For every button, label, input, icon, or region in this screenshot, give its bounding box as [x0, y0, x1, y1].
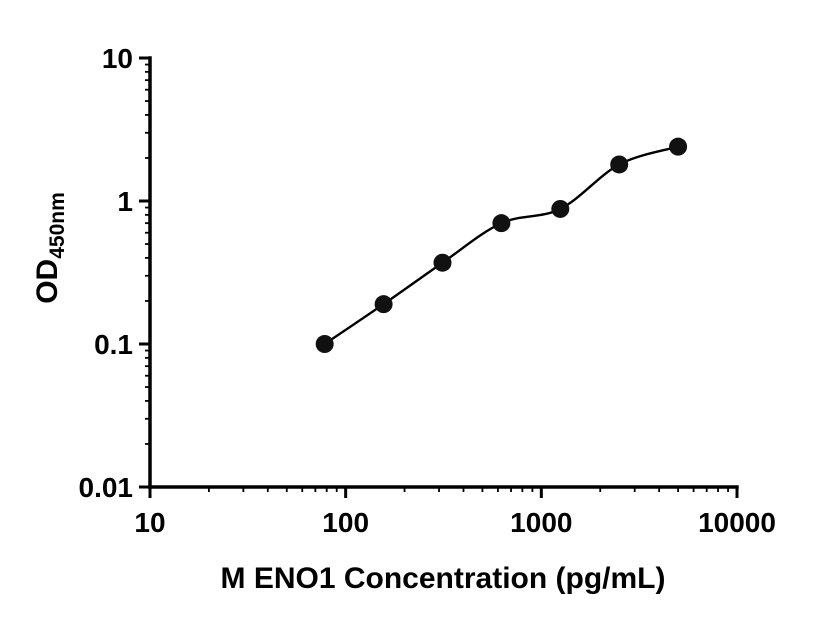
- data-point: [610, 155, 629, 174]
- x-tick-label: 100: [322, 507, 369, 538]
- x-axis-title: M ENO1 Concentration (pg/mL): [221, 562, 666, 595]
- y-axis-title: OD450nm: [31, 192, 69, 304]
- data-point: [492, 214, 511, 233]
- data-point: [669, 137, 688, 156]
- data-point: [551, 199, 570, 218]
- x-tick-label: 10000: [698, 507, 776, 538]
- y-axis-title-subscript: 450nm: [46, 192, 69, 259]
- x-tick-label: 10: [134, 507, 165, 538]
- y-tick-label: 10: [102, 43, 133, 74]
- data-point: [315, 335, 334, 353]
- data-point: [433, 253, 452, 272]
- y-tick-label: 1: [117, 186, 133, 217]
- x-tick-label: 1000: [510, 507, 572, 538]
- data-point: [374, 295, 393, 314]
- y-axis-title-main: OD: [31, 259, 64, 304]
- y-tick-label: 0.1: [94, 329, 133, 360]
- fit-curve: [324, 145, 679, 345]
- y-tick-label: 0.01: [79, 472, 134, 503]
